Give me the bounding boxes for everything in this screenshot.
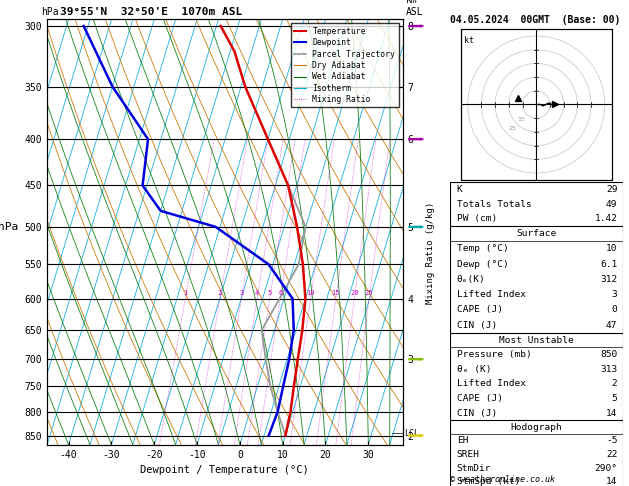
Text: 29: 29	[606, 185, 618, 194]
Text: PW (cm): PW (cm)	[457, 214, 497, 223]
Text: 6: 6	[278, 291, 282, 296]
Text: CAPE (J): CAPE (J)	[457, 306, 503, 314]
Text: 4: 4	[255, 291, 259, 296]
Text: CIN (J): CIN (J)	[457, 409, 497, 417]
Text: 850: 850	[600, 350, 618, 359]
Text: 15: 15	[518, 117, 526, 122]
Text: 20: 20	[350, 291, 359, 296]
Text: 290°: 290°	[594, 464, 618, 472]
Text: StmSpd (kt): StmSpd (kt)	[457, 477, 520, 486]
Text: 2: 2	[218, 291, 222, 296]
Text: Lifted Index: Lifted Index	[457, 290, 526, 299]
Text: kt: kt	[464, 36, 474, 45]
Legend: Temperature, Dewpoint, Parcel Trajectory, Dry Adiabat, Wet Adiabat, Isotherm, Mi: Temperature, Dewpoint, Parcel Trajectory…	[291, 23, 399, 107]
Text: LCL: LCL	[404, 429, 420, 438]
X-axis label: Dewpoint / Temperature (°C): Dewpoint / Temperature (°C)	[140, 465, 309, 475]
Text: θₑ (K): θₑ (K)	[457, 365, 491, 374]
Text: 312: 312	[600, 275, 618, 284]
Text: 0: 0	[612, 306, 618, 314]
Text: CIN (J): CIN (J)	[457, 321, 497, 330]
Text: km
ASL: km ASL	[406, 0, 423, 17]
Text: 5: 5	[267, 291, 272, 296]
Text: © weatheronline.co.uk: © weatheronline.co.uk	[450, 474, 555, 484]
Text: 04.05.2024  00GMT  (Base: 00): 04.05.2024 00GMT (Base: 00)	[450, 15, 620, 25]
Text: Dewp (°C): Dewp (°C)	[457, 260, 508, 269]
Text: Totals Totals: Totals Totals	[457, 200, 532, 208]
Text: 49: 49	[606, 200, 618, 208]
Text: θₑ(K): θₑ(K)	[457, 275, 486, 284]
Text: 25: 25	[508, 126, 516, 131]
Text: 10: 10	[606, 244, 618, 253]
Text: 2: 2	[612, 380, 618, 388]
Text: hPa: hPa	[41, 7, 58, 17]
Text: 3: 3	[612, 290, 618, 299]
Text: Lifted Index: Lifted Index	[457, 380, 526, 388]
Text: CAPE (J): CAPE (J)	[457, 394, 503, 403]
Text: 6.1: 6.1	[600, 260, 618, 269]
Text: K: K	[457, 185, 462, 194]
Y-axis label: hPa: hPa	[0, 222, 18, 232]
Text: 1.42: 1.42	[594, 214, 618, 223]
Text: 10: 10	[306, 291, 315, 296]
Text: Most Unstable: Most Unstable	[499, 336, 574, 345]
Text: 25: 25	[365, 291, 374, 296]
Text: Hodograph: Hodograph	[510, 423, 562, 432]
Text: 3: 3	[239, 291, 243, 296]
Text: Pressure (mb): Pressure (mb)	[457, 350, 532, 359]
Text: -5: -5	[606, 436, 618, 445]
Text: 14: 14	[606, 477, 618, 486]
Text: 22: 22	[606, 450, 618, 459]
Text: 1: 1	[183, 291, 187, 296]
Text: 14: 14	[606, 409, 618, 417]
Text: StmDir: StmDir	[457, 464, 491, 472]
Text: 47: 47	[606, 321, 618, 330]
Text: Temp (°C): Temp (°C)	[457, 244, 508, 253]
Text: 39°55'N  32°50'E  1070m ASL: 39°55'N 32°50'E 1070m ASL	[60, 7, 242, 17]
Text: Mixing Ratio (g/kg): Mixing Ratio (g/kg)	[426, 202, 435, 304]
Text: Surface: Surface	[516, 229, 556, 238]
Text: 313: 313	[600, 365, 618, 374]
Text: 15: 15	[331, 291, 340, 296]
Text: SREH: SREH	[457, 450, 480, 459]
Text: EH: EH	[457, 436, 468, 445]
Text: 5: 5	[612, 394, 618, 403]
